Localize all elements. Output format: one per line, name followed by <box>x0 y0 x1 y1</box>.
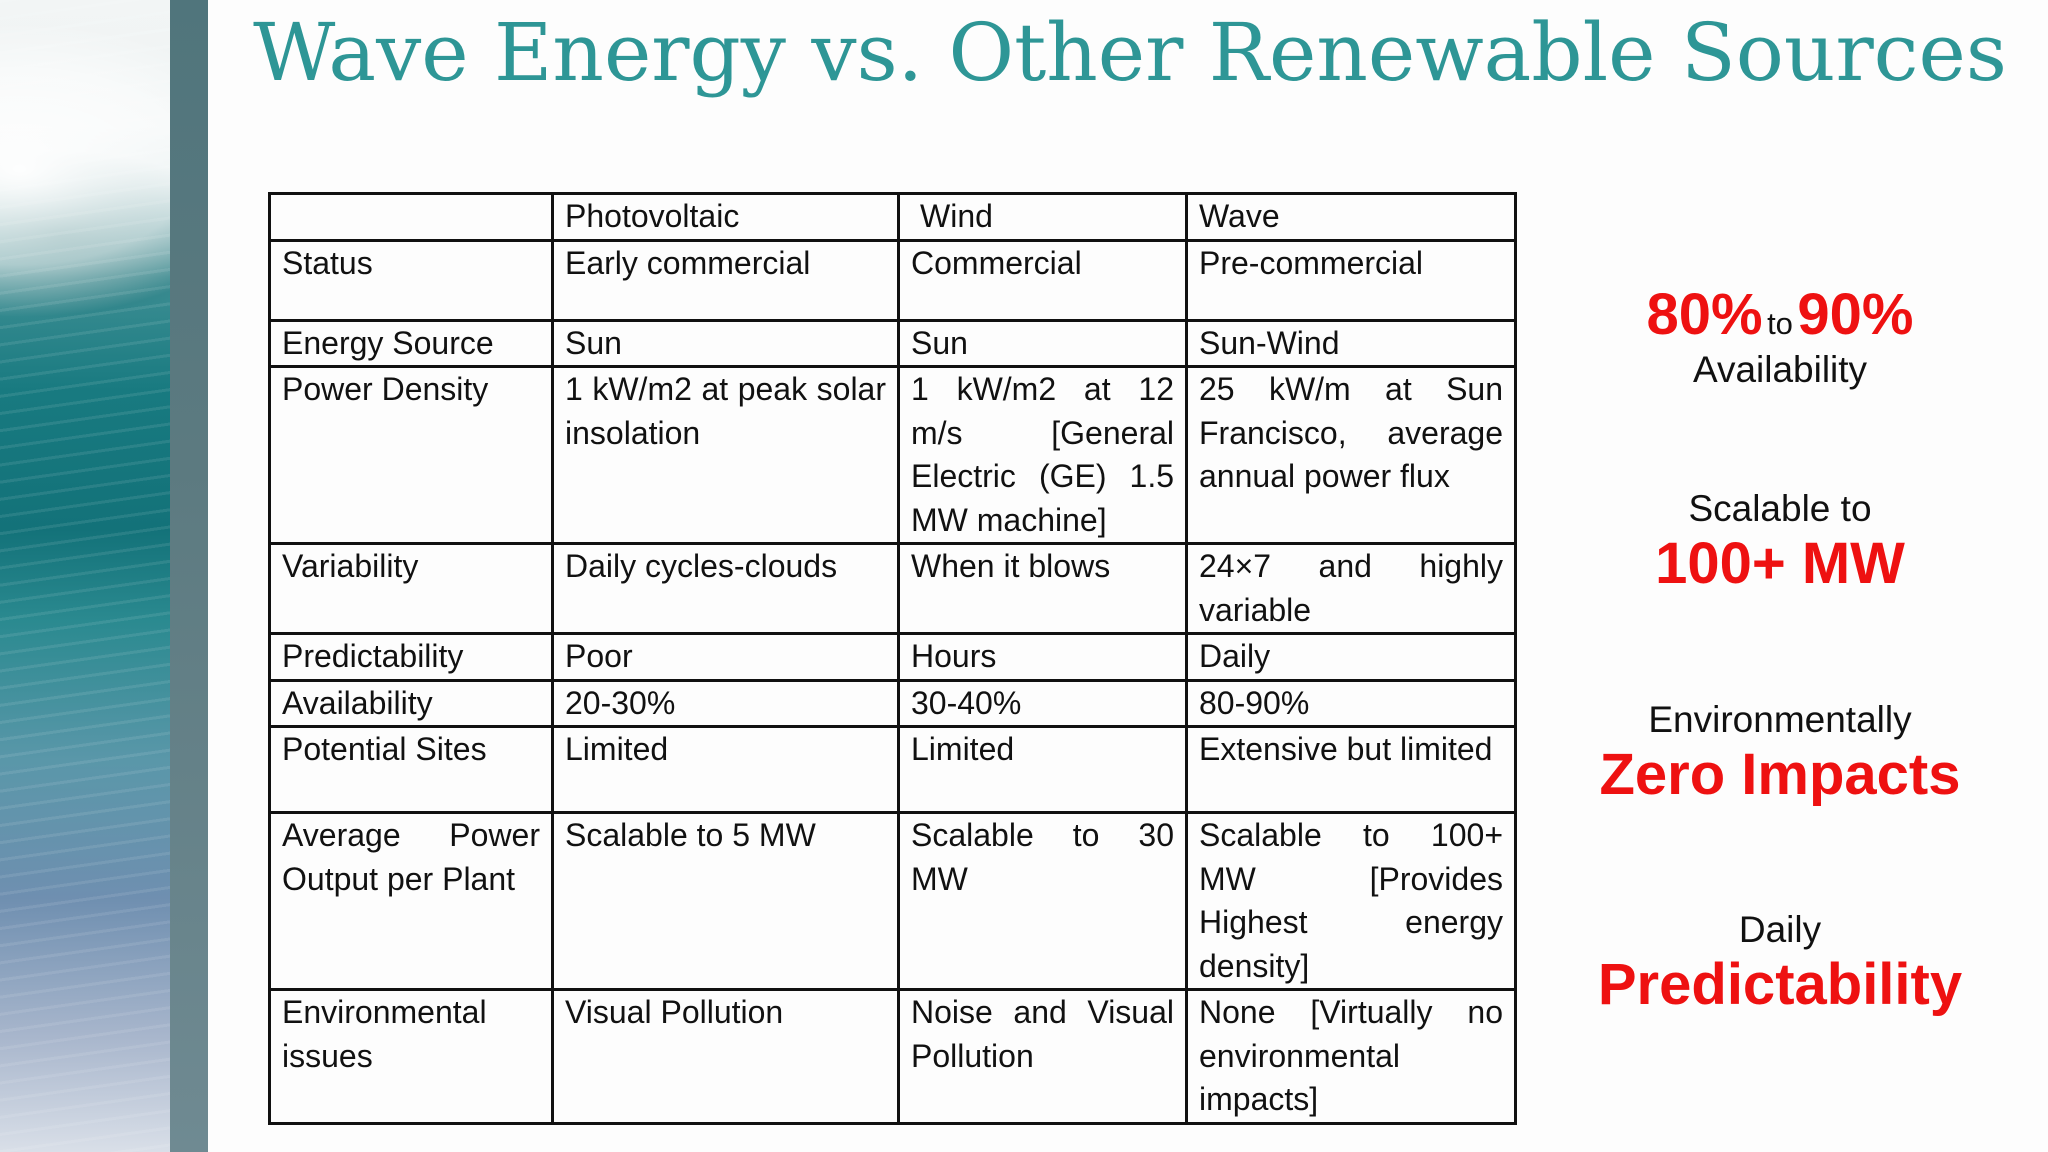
table-row: Energy Source Sun Sun Sun-Wind <box>268 318 1517 368</box>
cell-wind: 1 kW/m2 at 12 m/s [General Electric (GE)… <box>897 365 1188 545</box>
table-header-row: Photovoltaic Wind Wave <box>268 192 1517 242</box>
comparison-table: Photovoltaic Wind Wave Status Early comm… <box>268 192 1517 1125</box>
row-label: Availability <box>268 678 554 728</box>
availability-caption: Availability <box>1692 349 1868 390</box>
cell-wave: Sun-Wind <box>1185 318 1517 368</box>
scalability-highlight: Scalable to 100+ MW <box>1560 487 2000 597</box>
row-label: Potential Sites <box>268 725 554 814</box>
environment-highlight: Environmentally Zero Impacts <box>1560 698 2000 808</box>
header-cell-wave: Wave <box>1185 192 1517 242</box>
cell-photovoltaic: Visual Pollution <box>551 988 900 1125</box>
scalability-value: 100+ MW <box>1655 531 1905 596</box>
cell-wind: When it blows <box>897 542 1188 635</box>
cell-photovoltaic: Sun <box>551 318 900 368</box>
availability-high: 90% <box>1797 282 1914 347</box>
cell-wind: Scalable to 30 MW <box>897 811 1188 991</box>
cell-photovoltaic: Daily cycles-clouds <box>551 542 900 635</box>
table-row: Average Power Output per Plant Scalable … <box>268 811 1517 991</box>
cell-photovoltaic: Early commercial <box>551 238 900 322</box>
table-row: Status Early commercial Commercial Pre-c… <box>268 238 1517 322</box>
cell-wind: Sun <box>897 318 1188 368</box>
predictability-value: Predictability <box>1597 952 1963 1017</box>
table-row: Environmental issues Visual Pollution No… <box>268 988 1517 1125</box>
cell-wind: Limited <box>897 725 1188 814</box>
cell-photovoltaic: 20-30% <box>551 678 900 728</box>
row-label: Energy Source <box>268 318 554 368</box>
availability-highlight: 80% to 90% Availability <box>1560 282 2000 392</box>
row-label: Status <box>268 238 554 322</box>
environment-caption: Environmentally <box>1648 699 1912 740</box>
row-label: Power Density <box>268 365 554 545</box>
cell-wind: Commercial <box>897 238 1188 322</box>
table-row: Potential Sites Limited Limited Extensiv… <box>268 725 1517 814</box>
cell-wave: Pre-commercial <box>1185 238 1517 322</box>
wave-background-image <box>0 0 170 1152</box>
cell-photovoltaic: 1 kW/m2 at peak solar insolation <box>551 365 900 545</box>
cell-wave: Scalable to 100+ MW [Provides Highest en… <box>1185 811 1517 991</box>
cell-wave: 25 kW/m at Sun Francisco, average annual… <box>1185 365 1517 545</box>
cell-wind: Hours <box>897 632 1188 682</box>
availability-low: 80% <box>1646 282 1763 347</box>
row-label: Environmental issues <box>268 988 554 1125</box>
header-cell-empty <box>268 192 554 242</box>
cell-photovoltaic: Poor <box>551 632 900 682</box>
cell-photovoltaic: Scalable to 5 MW <box>551 811 900 991</box>
table-row: Availability 20-30% 30-40% 80-90% <box>268 678 1517 728</box>
cell-wave: Extensive but limited <box>1185 725 1517 814</box>
availability-range: 80% to 90% <box>1560 282 2000 348</box>
cell-wave: Daily <box>1185 632 1517 682</box>
row-label: Variability <box>268 542 554 635</box>
cell-wind: 30-40% <box>897 678 1188 728</box>
cell-wave: 24×7 and highly variable <box>1185 542 1517 635</box>
table-row: Predictability Poor Hours Daily <box>268 632 1517 682</box>
header-cell-wind: Wind <box>897 192 1188 242</box>
cell-wave: None [Virtually no environmental impacts… <box>1185 988 1517 1125</box>
header-cell-photovoltaic: Photovoltaic <box>551 192 900 242</box>
decorative-bar <box>170 0 208 1152</box>
table-row: Variability Daily cycles-clouds When it … <box>268 542 1517 635</box>
row-label: Predictability <box>268 632 554 682</box>
environment-value: Zero Impacts <box>1599 742 1961 807</box>
row-label: Average Power Output per Plant <box>268 811 554 991</box>
cell-photovoltaic: Limited <box>551 725 900 814</box>
predictability-caption: Daily <box>1738 909 1822 950</box>
cell-wind: Noise and Visual Pollution <box>897 988 1188 1125</box>
availability-connector: to <box>1767 306 1793 341</box>
scalability-caption: Scalable to <box>1688 488 1872 529</box>
predictability-highlight: Daily Predictability <box>1560 908 2000 1018</box>
slide-title: Wave Energy vs. Other Renewable Sources <box>253 6 2007 99</box>
table-row: Power Density 1 kW/m2 at peak solar inso… <box>268 365 1517 545</box>
cell-wave: 80-90% <box>1185 678 1517 728</box>
